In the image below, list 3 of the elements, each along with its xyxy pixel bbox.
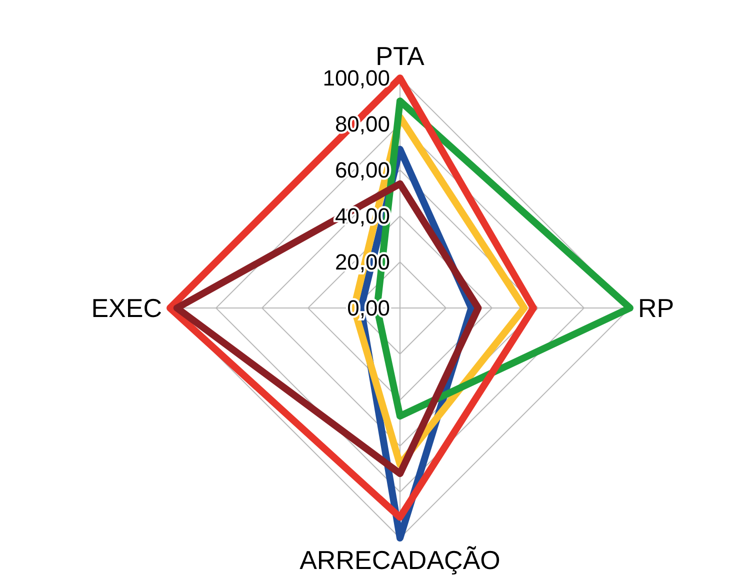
spoke-label: ARRECADAÇÃO <box>300 545 500 575</box>
spoke-label: EXEC <box>91 293 162 323</box>
spoke-label: RP <box>638 293 674 323</box>
